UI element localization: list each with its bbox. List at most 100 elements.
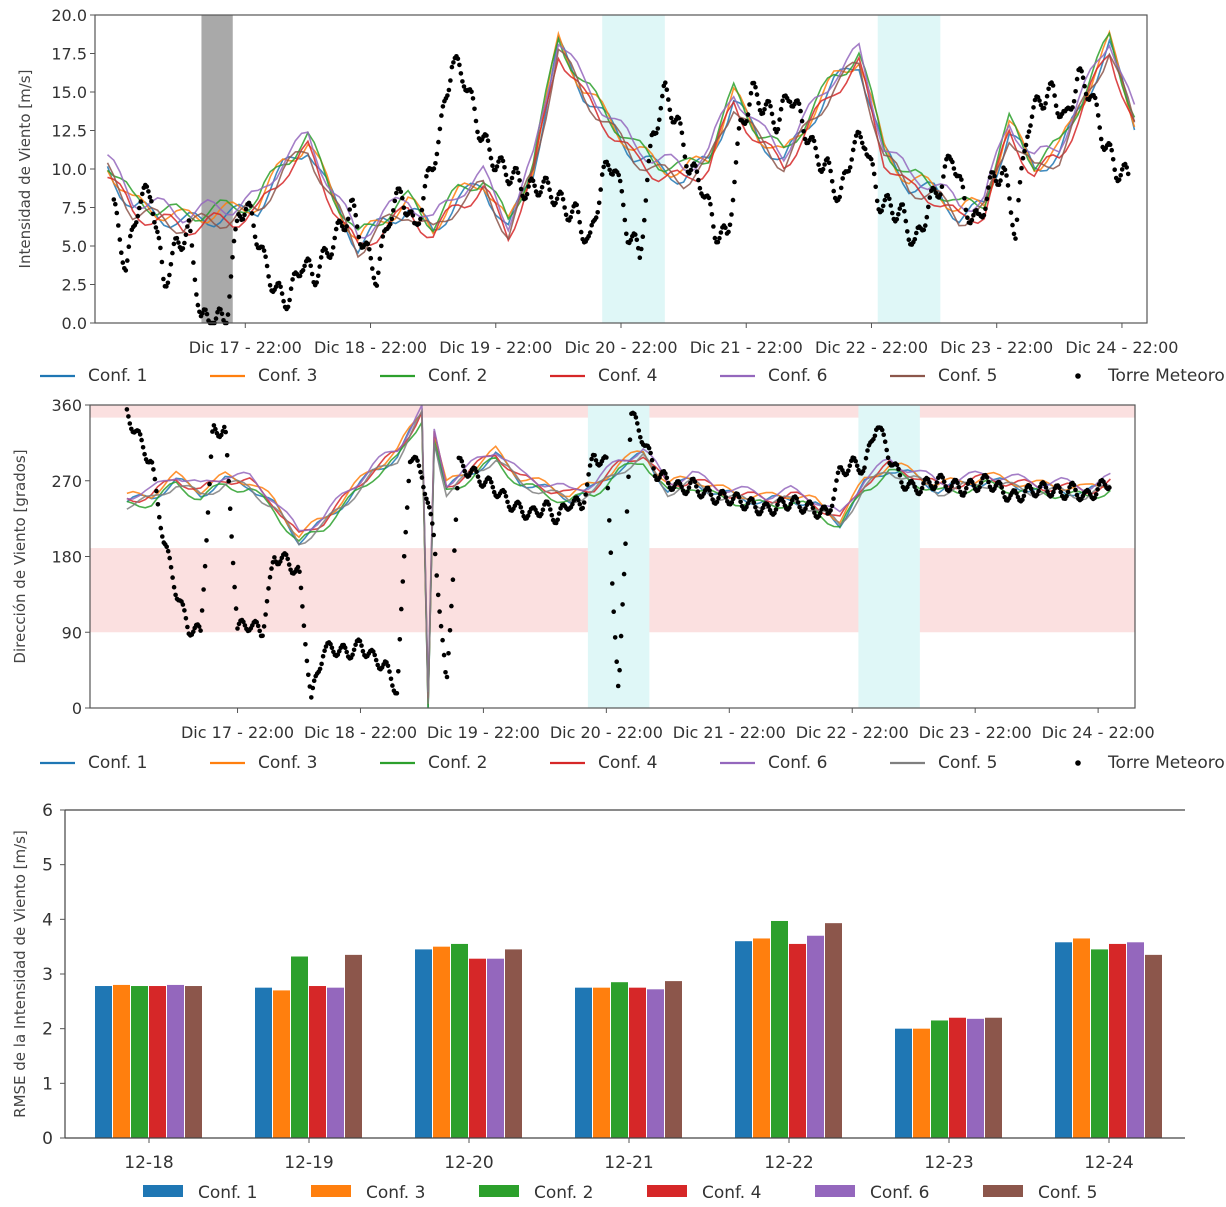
observation-point (781, 499, 786, 505)
observation-point (263, 254, 268, 259)
observation-point (123, 268, 129, 273)
observation-point (723, 495, 729, 500)
observation-point (868, 156, 874, 162)
observation-point (416, 221, 422, 227)
observation-point (344, 224, 350, 229)
observation-point (298, 585, 304, 591)
observation-point (462, 468, 468, 474)
observation-point (611, 609, 616, 614)
observation-point (684, 164, 689, 169)
observation-point (237, 213, 243, 219)
legend-label: Conf. 3 (258, 753, 317, 773)
observation-point (1007, 196, 1012, 201)
observation-point (260, 244, 265, 250)
observation-point (617, 178, 623, 184)
observation-point (682, 154, 688, 159)
observation-point (440, 637, 445, 643)
observation-point (278, 284, 283, 290)
x-tick-label: Dic 19 - 22:00 (427, 723, 540, 742)
observation-point (626, 474, 631, 480)
bar-12-23-conf-2 (931, 1020, 948, 1138)
observation-point (1092, 495, 1097, 501)
bar-12-21-conf-6 (647, 989, 664, 1138)
observation-point (404, 505, 410, 510)
observation-point (794, 496, 799, 501)
observation-point (300, 604, 305, 609)
observation-point (1020, 497, 1025, 503)
observation-point (811, 138, 817, 144)
observation-point (744, 119, 749, 124)
legend-label: Conf. 1 (198, 1183, 257, 1203)
observation-point (1097, 125, 1102, 130)
observation-point (645, 177, 650, 183)
observation-point (488, 155, 494, 161)
observation-point (556, 511, 562, 516)
observation-point (525, 513, 531, 518)
observation-point (149, 460, 155, 465)
observation-point (399, 606, 404, 612)
observation-point (570, 501, 575, 507)
observation-point (351, 647, 357, 653)
observation-point (983, 206, 988, 212)
observation-point (712, 235, 718, 241)
observation-point (717, 235, 722, 241)
observation-point (977, 484, 982, 490)
observation-point (446, 87, 452, 93)
observation-point (240, 216, 246, 222)
y-tick-label: 20.0 (51, 6, 87, 25)
observation-point (367, 247, 372, 252)
observation-point (185, 224, 190, 229)
observation-point (431, 532, 437, 538)
observation-point (1071, 482, 1077, 488)
observation-point (729, 212, 734, 217)
observation-point (138, 199, 144, 204)
observation-point (496, 159, 501, 164)
observation-point (376, 270, 381, 276)
observation-point (711, 224, 716, 229)
observation-point (222, 424, 227, 430)
observation-point (377, 256, 383, 262)
observation-point (205, 510, 211, 515)
observation-point (357, 638, 363, 644)
observation-point (586, 472, 591, 477)
observation-point (754, 92, 760, 97)
observation-point (751, 500, 757, 506)
observation-point (960, 184, 966, 190)
observation-point (1022, 148, 1027, 154)
observation-point (171, 584, 177, 590)
y-tick-label: 15.0 (51, 83, 87, 102)
observation-point (306, 257, 312, 263)
observation-point (306, 672, 311, 678)
observation-point (229, 534, 234, 539)
observation-point (297, 273, 303, 279)
bar-12-18-conf-5 (185, 986, 202, 1138)
observation-point (545, 180, 551, 185)
observation-point (477, 479, 482, 485)
observation-point (266, 586, 271, 591)
observation-point (436, 139, 441, 145)
x-tick-label: Dic 17 - 22:00 (181, 723, 294, 742)
observation-point (1046, 86, 1051, 92)
observation-point (430, 521, 435, 526)
observation-point (727, 222, 733, 228)
observation-point (449, 64, 455, 70)
observation-point (167, 272, 172, 278)
observation-point (969, 479, 975, 485)
legend-label: Conf. 1 (88, 366, 147, 386)
observation-point (211, 423, 217, 428)
legend-swatch (983, 1185, 1023, 1197)
observation-point (505, 499, 510, 505)
observation-point (508, 180, 513, 185)
observation-point (324, 250, 330, 256)
observation-point (434, 151, 440, 157)
observation-point (990, 170, 996, 175)
observation-point (403, 529, 409, 535)
observation-point (820, 166, 826, 172)
observation-point (831, 188, 836, 194)
observation-point (553, 200, 558, 206)
observation-point (160, 534, 165, 539)
bar-12-22-conf-2 (771, 920, 788, 1138)
observation-point (940, 475, 945, 480)
observation-point (459, 458, 465, 464)
y-tick-label: 4 (42, 910, 53, 930)
